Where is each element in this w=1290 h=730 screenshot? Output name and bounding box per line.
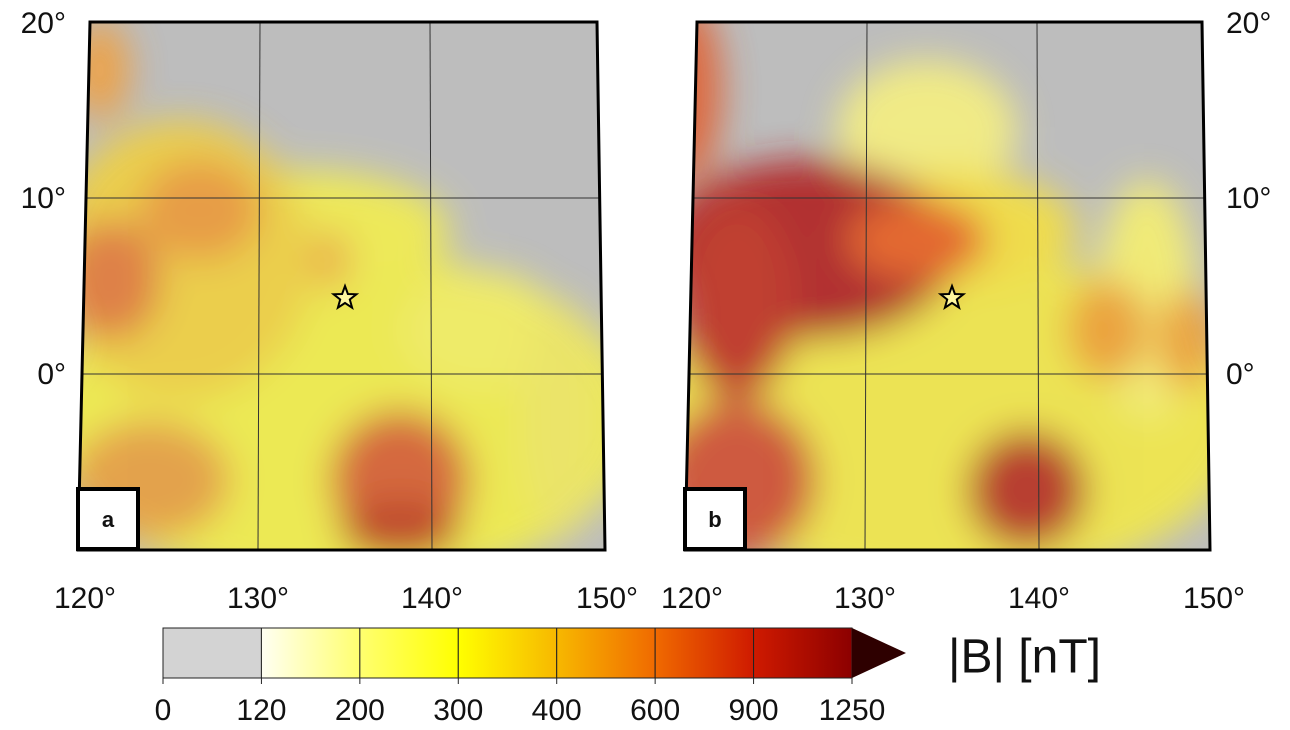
figure: a 120° 130° 140° 150° b 120° 130° 140° 150° 20° 20°… [0,0,1290,730]
field-blob [60,220,160,340]
colorbar-tick-label: 300 [433,694,483,727]
lon-label: 130° [227,582,289,615]
colorbar-segment [557,628,655,678]
panel-label: b [708,507,721,532]
lon-label: 150° [576,582,638,615]
map-panel: b 120° 130° 140° 150° [647,0,1247,615]
colorbar: 0 120 200 300 400 600 900 1250 [155,628,906,727]
colorbar-segment [360,628,458,678]
colorbar-tick-label: 1250 [819,694,886,727]
colorbar-tick-label: 0 [155,694,172,727]
map-panel: a 120° 130° 140° 150° [40,15,640,615]
colorbar-segment [655,628,753,678]
field-blob [967,430,1087,550]
panel-label: a [102,507,115,532]
colorbar-tick-label: 120 [236,694,286,727]
field-blob [70,20,130,120]
maps: a 120° 130° 140° 150° b 120° 130° 140° 150° 20° 20°… [21,0,1272,615]
lon-label: 140° [401,582,463,615]
colorbar-segment [163,628,261,678]
colorbar-tick-label: 900 [729,694,779,727]
field-blob [520,300,600,540]
field-blob [1067,280,1147,380]
lon-label: 130° [834,582,896,615]
lon-label: 120° [54,582,116,615]
colorbar-title: |B| [nT] [948,631,1101,684]
field-blob [310,230,350,290]
page: {"panels": [{"label": "a"}, {"label": "b… [0,0,1290,730]
lat-label: 0° [37,358,66,391]
colorbar-tick-label: 600 [630,694,680,727]
colorbar-segment [754,628,852,678]
lon-label: 150° [1183,582,1245,615]
field-blob [677,200,797,400]
colorbar-extension [852,628,906,678]
field-blob [847,200,987,280]
lon-label: 140° [1008,582,1070,615]
lat-label: 20° [21,7,66,40]
lat-label: 10° [21,182,66,215]
colorbar-segment [261,628,359,678]
lon-label: 120° [661,582,723,615]
lat-label: 10° [1226,182,1271,215]
field-blob [140,160,260,260]
colorbar-tick-label: 200 [335,694,385,727]
field-blob [652,0,722,180]
colorbar-tick-label: 400 [532,694,582,727]
lat-label: 20° [1226,7,1271,40]
lat-label: 0° [1226,358,1255,391]
colorbar-segment [458,628,556,678]
